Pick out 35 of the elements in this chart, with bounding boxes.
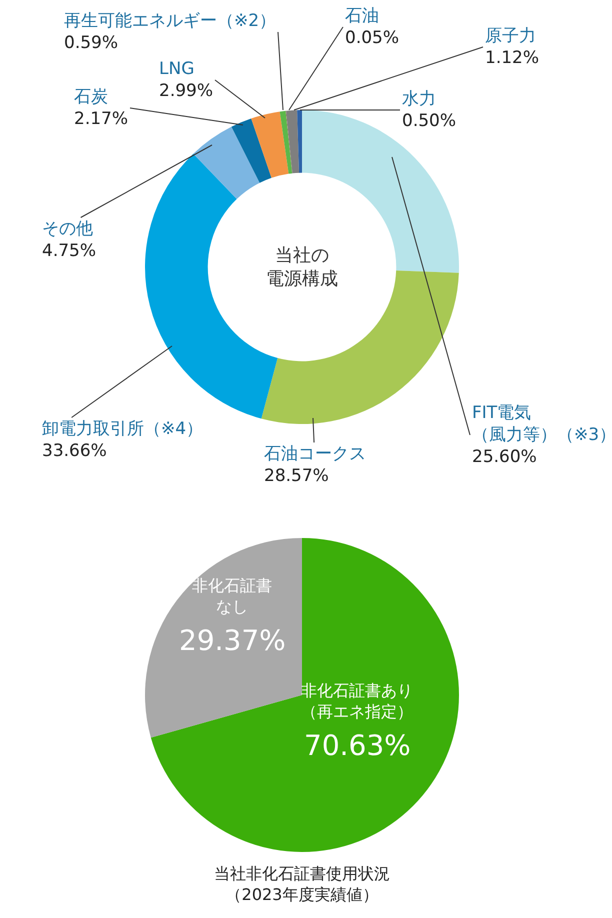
donut-slice [251,112,289,178]
text: 当社の電源構成 [266,245,338,290]
donut-slice [286,110,292,174]
donut-slice [261,270,459,424]
donut-slice [280,110,292,174]
data-label: 0.50% [402,111,456,132]
slice-label: 水力 [402,89,436,109]
slice-label: FIT電気（風力等）（※3） [472,403,612,446]
slice-label: 原子力 [485,26,536,46]
slice-label: その他 [42,219,93,239]
donut-slice [231,118,272,183]
donut-slice [193,126,260,200]
data-label: 4.75% [42,241,96,262]
data-label: 33.66% [42,441,107,462]
slice-label: 再生可能エネルギー（※2） [64,11,276,31]
data-label: 2.99% [159,81,214,102]
slice-label: 非化石証書なし [192,576,272,616]
slice-label: 石油コークス [264,444,366,464]
text: 当社非化石証書使用状況（2023年度実績値） [214,864,390,904]
data-label: 25.60% [472,447,537,468]
donut-slice [297,110,302,173]
slice-label: 石油 [345,6,379,26]
slice-label: 卸電力取引所（※4） [42,419,204,439]
data-label: 29.37% [179,624,286,657]
slice-label: LNG [159,59,194,79]
slice-label: 石炭 [74,87,108,107]
donut-slice [286,110,300,174]
data-label: 1.12% [485,48,540,68]
data-label: 0.05% [345,28,400,48]
data-label: 2.17% [74,109,128,130]
data-label: 28.57% [264,466,329,486]
data-label: 0.59% [64,33,118,54]
pie-slice [145,538,302,738]
data-label: 70.63% [304,729,411,762]
pie-slice [150,538,459,852]
